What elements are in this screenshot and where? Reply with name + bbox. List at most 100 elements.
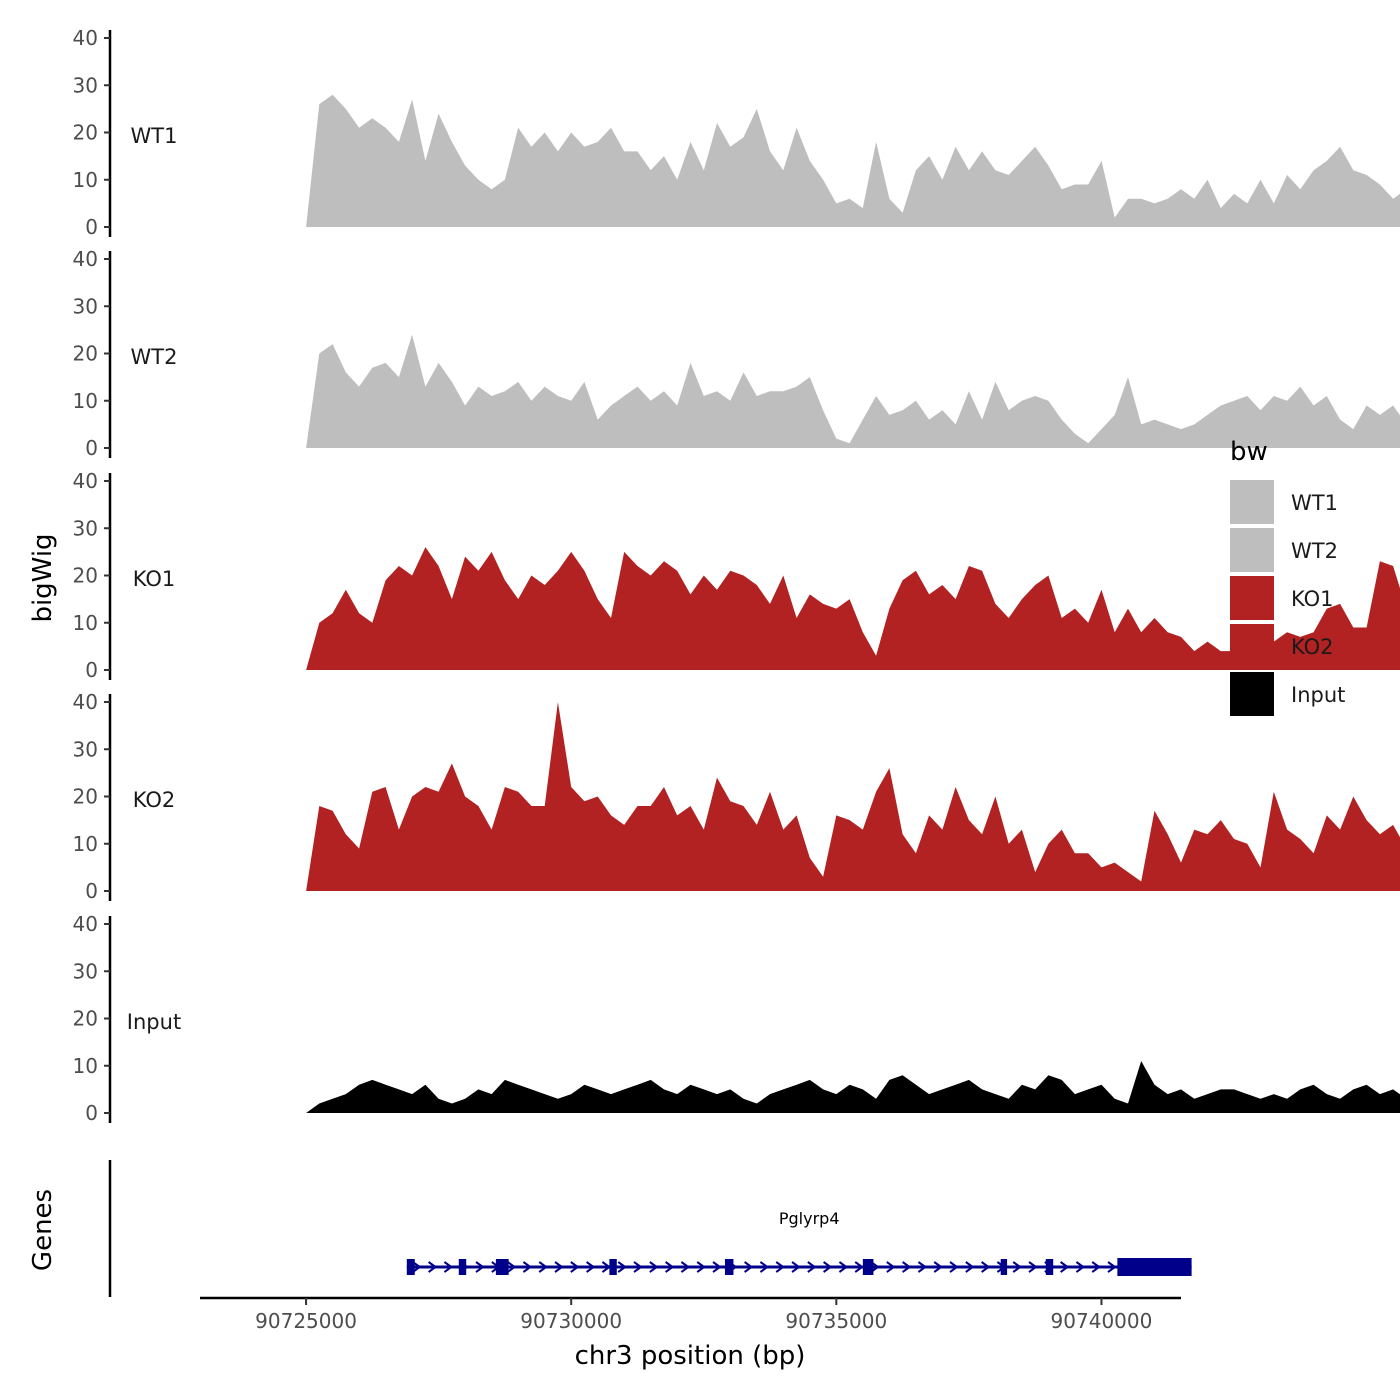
strand-arrow [633, 1261, 643, 1273]
gene-exon [406, 1259, 415, 1275]
gene-exon [724, 1259, 734, 1275]
y-tick-label: 10 [73, 611, 98, 635]
y-axis-title: bigWig [28, 533, 58, 622]
gene-exon [458, 1259, 467, 1275]
legend-swatch-ko1 [1230, 576, 1274, 620]
gene-exon [495, 1259, 509, 1275]
track-ko2: 0 10 20 30 40 KO2 [73, 690, 1400, 903]
strand-arrow [412, 1261, 422, 1273]
y-tick-label: 30 [73, 294, 98, 318]
y-tick-label: 0 [85, 879, 98, 903]
strand-arrow [744, 1261, 754, 1273]
legend: WT1 WT2 KO1 KO2 Input [1230, 480, 1345, 716]
track-area [306, 1061, 1400, 1113]
strand-arrow [428, 1261, 438, 1273]
track-wt1: 0 10 20 30 40 WT1 [73, 26, 1400, 239]
strand-arrow [965, 1261, 975, 1273]
y-tick-label: 30 [73, 737, 98, 761]
strand-arrow [617, 1261, 627, 1273]
y-tick-label: 20 [73, 564, 98, 588]
strand-arrow [522, 1261, 533, 1273]
legend-swatch-input [1230, 672, 1274, 716]
track-label: KO2 [133, 788, 176, 812]
strand-arrow [1028, 1261, 1038, 1273]
y-tick-label: 40 [73, 690, 98, 714]
y-tick-label: 10 [73, 168, 98, 192]
strand-arrow [649, 1261, 659, 1273]
y-tick-label: 40 [73, 247, 98, 271]
y-tick-label: 10 [73, 832, 98, 856]
gene-label: Pglyrp4 [779, 1209, 840, 1228]
legend-swatch-wt2 [1230, 528, 1274, 572]
y-tick-label: 0 [85, 215, 98, 239]
x-tick-label: 90740000 [1051, 1309, 1153, 1333]
y-tick-label: 20 [73, 342, 98, 366]
y-tick-label: 20 [73, 121, 98, 145]
y-tick-label: 0 [85, 436, 98, 460]
coverage-tracks: 0 10 20 30 40 WT1 0 10 20 30 40 WT2 0 10 20 30 40 KO1 0 10 2… [73, 26, 1400, 1125]
x-tick-label: 90735000 [785, 1309, 887, 1333]
y-tick-label: 20 [73, 1007, 98, 1031]
strand-arrow [917, 1261, 928, 1273]
legend-swatch-ko2 [1230, 624, 1274, 668]
strand-arrow [1012, 1261, 1022, 1273]
legend-label-wt2: WT2 [1291, 539, 1338, 563]
track-label: WT1 [131, 124, 178, 148]
legend-title: bw [1230, 437, 1268, 467]
strand-arrow [586, 1261, 596, 1273]
strand-arrow [680, 1261, 691, 1273]
track-area [306, 94, 1400, 227]
track-label: KO1 [133, 567, 176, 591]
track-ko1: 0 10 20 30 40 KO1 [73, 469, 1400, 682]
y-tick-label: 10 [73, 1054, 98, 1078]
genes-axis-title: Genes [28, 1189, 58, 1271]
track-area [306, 334, 1400, 448]
y-tick-label: 30 [73, 73, 98, 97]
strand-arrow [538, 1261, 548, 1273]
strand-arrow [475, 1261, 485, 1273]
strand-arrow [570, 1261, 580, 1273]
y-tick-label: 20 [73, 785, 98, 809]
strand-arrow [981, 1261, 991, 1273]
strand-arrow [1075, 1261, 1086, 1273]
x-tick-label: 90730000 [520, 1309, 622, 1333]
strand-arrow [1060, 1261, 1070, 1273]
genes-track: Pglyrp4 [108, 1160, 1192, 1297]
strand-arrow [1091, 1261, 1101, 1273]
gene-exon [862, 1259, 874, 1275]
track-area [306, 702, 1400, 891]
track-area [306, 547, 1400, 670]
legend-label-input: Input [1291, 683, 1345, 707]
strand-arrow [696, 1261, 706, 1273]
strand-arrow [443, 1261, 454, 1273]
gene-exon [1000, 1259, 1008, 1275]
strand-arrow [949, 1261, 959, 1273]
y-tick-label: 10 [73, 389, 98, 413]
strand-arrow [775, 1261, 785, 1273]
x-axis: 90725000 90730000 90735000 90740000 [200, 1296, 1181, 1333]
strand-arrow [902, 1261, 912, 1273]
legend-swatch-wt1 [1230, 480, 1274, 524]
strand-arrow [665, 1261, 675, 1273]
strand-arrow [554, 1261, 564, 1273]
y-tick-label: 40 [73, 469, 98, 493]
strand-arrow [1107, 1261, 1117, 1273]
strand-arrow [712, 1261, 722, 1273]
track-label: WT2 [131, 345, 178, 369]
strand-arrow [933, 1261, 943, 1273]
y-tick-label: 30 [73, 516, 98, 540]
gene-exon [609, 1259, 617, 1275]
x-axis-title: chr3 position (bp) [575, 1341, 806, 1371]
x-tick-label: 90725000 [255, 1309, 357, 1333]
y-tick-label: 40 [73, 26, 98, 50]
strand-arrow [759, 1261, 770, 1273]
strand-arrow [854, 1261, 864, 1273]
strand-arrow [838, 1261, 849, 1273]
legend-label-wt1: WT1 [1291, 491, 1338, 515]
track-input: 0 10 20 30 40 Input [73, 912, 1400, 1125]
legend-label-ko1: KO1 [1291, 587, 1334, 611]
gene-exon [1045, 1259, 1054, 1275]
strand-arrow [791, 1261, 801, 1273]
track-wt2: 0 10 20 30 40 WT2 [73, 247, 1400, 460]
